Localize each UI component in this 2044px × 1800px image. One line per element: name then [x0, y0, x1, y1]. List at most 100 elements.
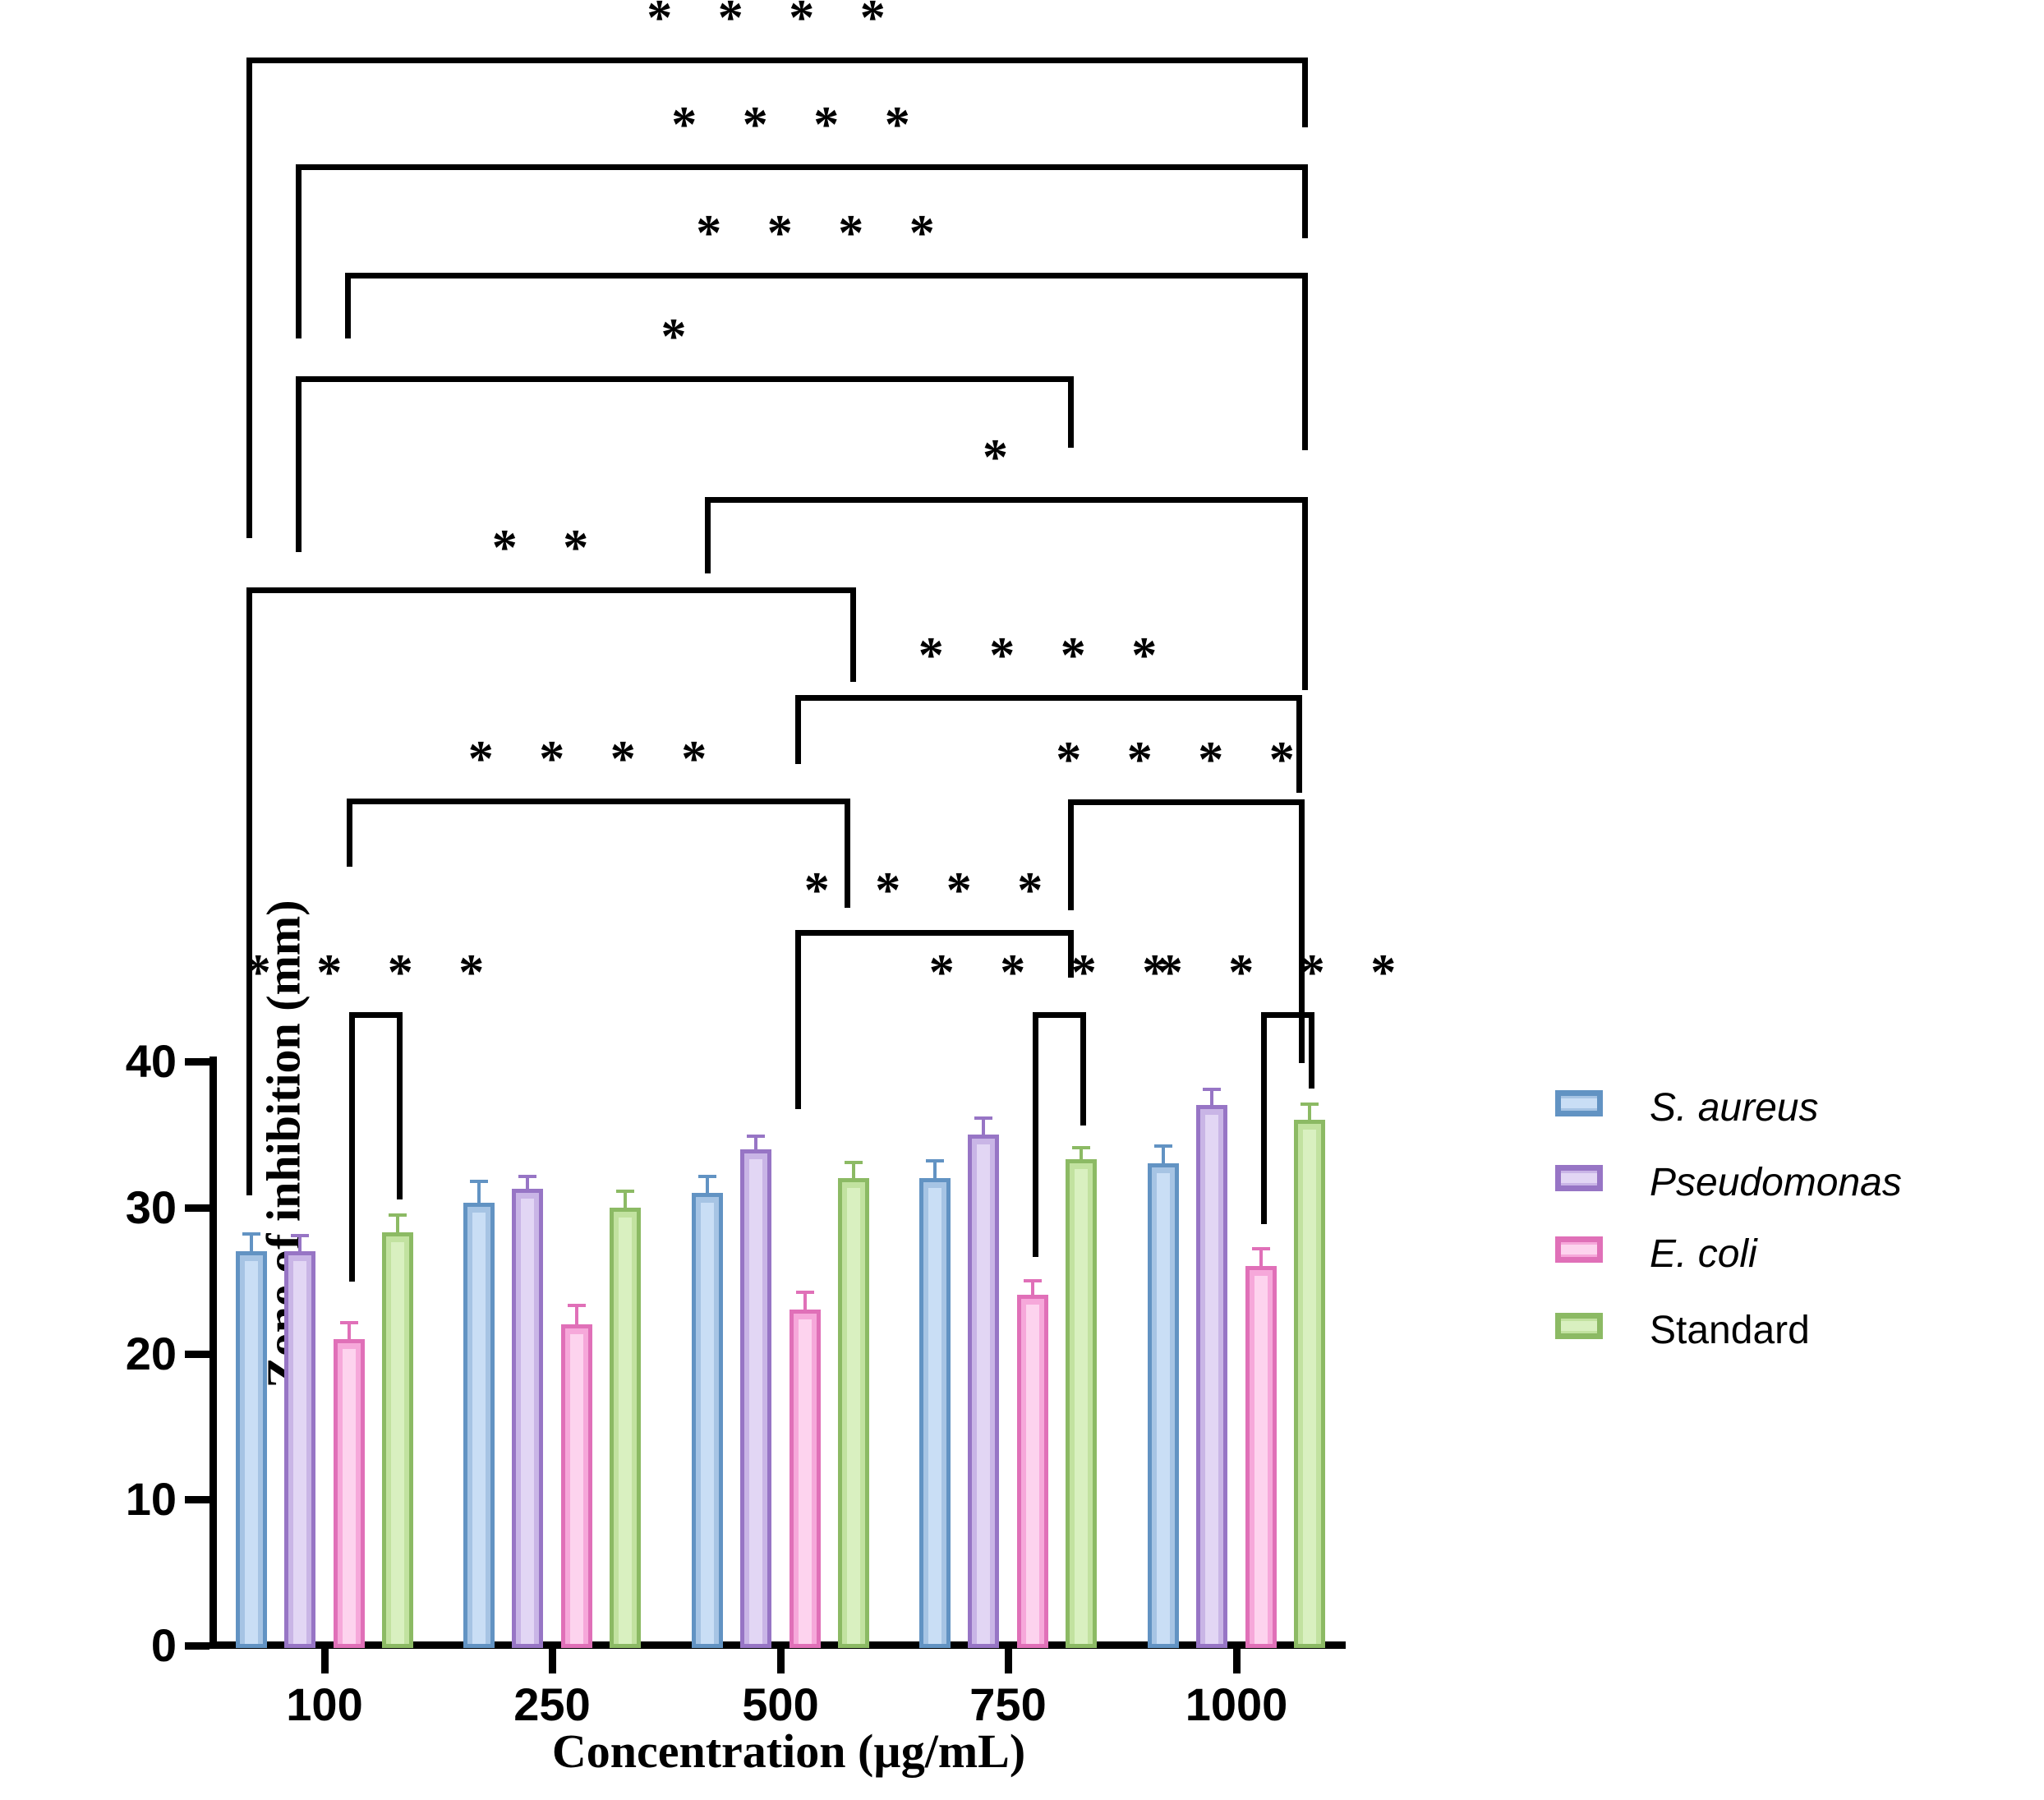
bracket-left-drop	[1261, 1012, 1267, 1224]
bar-pseudomonas-100	[284, 1251, 315, 1648]
y-tick	[185, 1350, 209, 1358]
bracket-right-drop	[1302, 497, 1308, 690]
bracket-horizontal	[795, 930, 1074, 936]
bracket-left-drop	[795, 695, 801, 764]
error-bar-stem	[1031, 1280, 1034, 1304]
bar-e-coli-100	[334, 1338, 365, 1648]
y-tick	[185, 1058, 209, 1066]
x-tick-label: 750	[969, 1678, 1047, 1730]
bar-standard-1000	[1294, 1120, 1325, 1648]
bracket-left-drop	[347, 799, 352, 867]
legend-label: Pseudomonas	[1650, 1161, 1902, 1204]
legend-swatch	[1555, 1090, 1603, 1116]
bracket-right-drop	[1302, 273, 1308, 450]
bracket-left-drop	[1033, 1012, 1038, 1257]
significance-stars-text: * * * *	[696, 205, 951, 261]
significance-stars: *	[705, 426, 1302, 487]
error-bar-cap	[1203, 1087, 1221, 1091]
legend-label: E. coli	[1650, 1232, 1757, 1276]
error-bar-cap	[747, 1134, 765, 1138]
bracket-right-drop	[1296, 695, 1302, 793]
significance-stars: * * * *	[1056, 729, 1299, 790]
error-bar-cap	[1301, 1102, 1319, 1106]
bracket-horizontal	[345, 273, 1308, 279]
error-bar-stem	[1308, 1103, 1311, 1129]
significance-stars-text: * *	[491, 520, 605, 576]
bracket-right-drop	[1302, 58, 1308, 127]
x-tick-label: 250	[513, 1678, 591, 1730]
significance-stars: *	[296, 306, 1068, 366]
bracket-left-drop	[349, 1012, 355, 1282]
error-bar-cap	[340, 1321, 358, 1325]
y-tick-label: 30	[125, 1181, 177, 1233]
bracket-right-drop	[1068, 376, 1074, 448]
bar-e-coli-250	[561, 1324, 592, 1648]
significance-stars: * * * *	[795, 624, 1296, 685]
bracket-right-drop	[397, 1012, 403, 1199]
error-bar-stem	[1080, 1147, 1083, 1168]
error-bar-cap	[1024, 1278, 1042, 1282]
significance-stars-text: * * * *	[647, 0, 902, 46]
bracket-horizontal	[1261, 1012, 1314, 1018]
bracket-right-drop	[1080, 1012, 1086, 1126]
bracket-left-drop	[345, 273, 351, 338]
bar-e-coli-500	[790, 1310, 821, 1648]
x-tick-label: 500	[742, 1678, 819, 1730]
bracket-horizontal	[246, 58, 1308, 63]
bar-pseudomonas-1000	[1196, 1105, 1227, 1648]
significance-stars-text: * * * *	[467, 731, 724, 787]
y-tick-label: 0	[150, 1619, 177, 1671]
error-bar-cap	[470, 1179, 488, 1183]
y-tick	[185, 1496, 209, 1504]
error-bar-cap	[389, 1213, 407, 1217]
bar-s-aureus-250	[463, 1203, 495, 1648]
bracket-horizontal	[347, 799, 850, 804]
error-bar-stem	[250, 1233, 253, 1260]
significance-stars-text: * * * *	[671, 97, 927, 153]
bracket-right-drop	[1299, 799, 1305, 1063]
error-bar-stem	[526, 1176, 529, 1197]
x-tick	[1233, 1649, 1241, 1673]
y-tick	[185, 1642, 209, 1650]
bracket-right-drop	[845, 799, 850, 908]
bracket-horizontal	[1068, 799, 1305, 805]
bracket-horizontal	[246, 587, 856, 593]
bracket-horizontal	[1033, 1012, 1086, 1018]
significance-stars-text: *	[983, 430, 1024, 486]
error-bar-stem	[852, 1162, 855, 1187]
bracket-left-drop	[1068, 799, 1074, 910]
x-tick	[321, 1649, 329, 1673]
legend-item-s-aureus: S. aureus	[1555, 1086, 1982, 1130]
bar-standard-500	[838, 1178, 869, 1648]
error-bar-stem	[396, 1214, 399, 1241]
error-bar-cap	[926, 1158, 944, 1162]
error-bar-stem	[706, 1176, 709, 1201]
bar-s-aureus-750	[919, 1178, 951, 1648]
significance-stars-text: * * * *	[918, 628, 1174, 684]
bracket-horizontal	[795, 695, 1302, 701]
significance-stars-text: * * * *	[1056, 732, 1311, 788]
significance-stars: * * * *	[246, 941, 485, 1002]
error-bar-cap	[568, 1303, 586, 1307]
error-bar-stem	[348, 1323, 351, 1347]
error-bar-cap	[291, 1233, 309, 1237]
error-bar-stem	[982, 1118, 985, 1143]
bracket-left-drop	[296, 164, 302, 338]
error-bar-stem	[1259, 1248, 1263, 1274]
error-bar-stem	[1162, 1146, 1165, 1172]
bar-pseudomonas-500	[740, 1149, 771, 1648]
error-bar-stem	[575, 1305, 578, 1333]
legend-swatch	[1555, 1313, 1603, 1339]
bar-s-aureus-1000	[1148, 1163, 1179, 1648]
significance-stars: * * * *	[795, 859, 1068, 920]
error-bar-stem	[298, 1235, 302, 1260]
bracket-horizontal	[705, 497, 1308, 503]
significance-stars: * * * *	[296, 94, 1302, 154]
bar-standard-100	[382, 1231, 413, 1648]
error-bar-cap	[698, 1175, 716, 1179]
error-bar-cap	[1072, 1145, 1090, 1149]
significance-stars: * * * *	[347, 728, 845, 789]
significance-stars: * * * *	[246, 0, 1302, 48]
error-bar-stem	[1210, 1089, 1213, 1114]
bracket-right-drop	[1068, 930, 1074, 978]
